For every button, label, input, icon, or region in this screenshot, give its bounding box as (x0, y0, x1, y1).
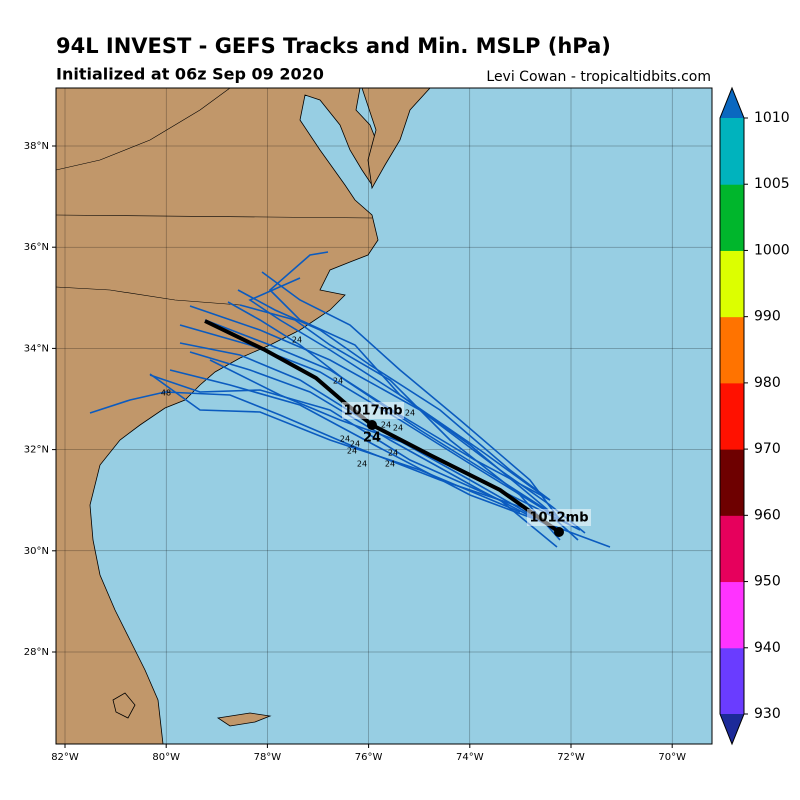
member-track (89, 391, 531, 511)
lat-label: 32°N (24, 445, 49, 456)
member-hour-label: 24 (405, 409, 415, 418)
colorbar-segment (720, 250, 744, 318)
colorbar-segment (720, 449, 744, 516)
colorbar-segment (720, 647, 744, 715)
member-hour-label: 24 (357, 460, 367, 469)
colorbar-segment (720, 581, 744, 649)
colorbar: 930 940 950 960 970 980 990 1000 1005 1010 (719, 86, 790, 746)
lon-label: 82°W (51, 752, 79, 763)
colorbar-label: 980 (754, 375, 781, 391)
lat-label: 28°N (24, 647, 49, 658)
colorbar-label: 960 (754, 507, 781, 523)
member-hour-label: 24 (381, 421, 391, 430)
mean-start-point (367, 420, 377, 430)
member-hour-label: 24 (292, 336, 302, 345)
colorbar-segment (720, 316, 744, 384)
title: 94L INVEST - GEFS Tracks and Min. MSLP (… (56, 34, 611, 58)
colorbar-label: 970 (754, 441, 781, 457)
island (112, 692, 272, 727)
subtitle: Initialized at 06z Sep 09 2020 (56, 65, 324, 84)
colorbar-label: 930 (754, 706, 781, 722)
member-hour-label: 24 (333, 377, 343, 386)
member-track (261, 271, 561, 521)
lon-label: 78°W (254, 752, 282, 763)
colorbar-over (720, 88, 744, 118)
lon-label: 70°W (658, 752, 686, 763)
member-hour-label: 24 (388, 449, 398, 458)
member-track (204, 319, 551, 501)
lat-label: 30°N (24, 546, 49, 557)
member-track (169, 369, 611, 548)
member-hour-label: 24 (385, 460, 395, 469)
colorbar-segment (720, 184, 744, 251)
colorbar-label: 990 (754, 309, 781, 325)
mean-end-point (554, 527, 564, 537)
member-track (179, 342, 541, 521)
lat-label: 34°N (24, 343, 49, 354)
lon-label: 76°W (355, 752, 383, 763)
member-track (268, 251, 549, 511)
member-track (239, 304, 561, 541)
member-track (248, 277, 546, 498)
lat-label: 36°N (24, 242, 49, 253)
delmarva (361, 88, 431, 190)
member-track (237, 289, 551, 501)
colorbar-label: 950 (754, 574, 781, 590)
start-pressure-label: 1017mb (343, 404, 402, 419)
colorbar-under (720, 714, 744, 744)
state-lines (56, 88, 373, 306)
member-hour-label: 24 (393, 424, 403, 433)
end-pressure-label: 1012mb (529, 511, 588, 526)
member-track (149, 373, 521, 513)
colorbar-label: 1000 (754, 242, 790, 258)
member-hour-label: 24 (350, 440, 360, 449)
member-hour-label: 48 (161, 389, 171, 398)
label-box (527, 509, 591, 526)
land (56, 88, 381, 744)
colorbar-segment (720, 382, 744, 450)
colorbar-segment (720, 515, 744, 583)
credit: Levi Cowan - tropicaltidbits.com (486, 69, 711, 85)
mean-hour-label: 24 (363, 431, 381, 446)
label-box (342, 402, 404, 419)
map-frame (55, 87, 713, 745)
graticule (56, 88, 712, 744)
lon-label: 74°W (456, 752, 484, 763)
lon-label: 72°W (557, 752, 585, 763)
member-hour-label: 24 (340, 435, 350, 444)
colorbar-segment (720, 118, 744, 185)
colorbar-label: 1010 (754, 110, 790, 126)
colorbar-label: 940 (754, 640, 781, 656)
lat-label: 38°N (24, 141, 49, 152)
member-hour-label: 24 (347, 447, 357, 456)
colorbar-label: 1005 (754, 176, 790, 192)
lon-label: 80°W (152, 752, 180, 763)
